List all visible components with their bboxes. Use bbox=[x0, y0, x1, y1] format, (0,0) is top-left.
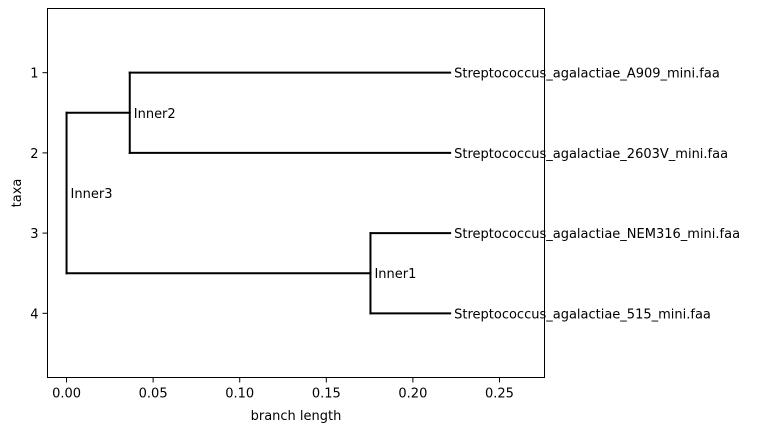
leaf-label-leaf1: Streptococcus_agalactiae_A909_mini.faa bbox=[454, 67, 720, 82]
x-tick-label: 0.10 bbox=[225, 387, 254, 402]
node-label-inner3: Inner3 bbox=[71, 187, 113, 202]
leaf-label-leaf3: Streptococcus_agalactiae_NEM316_mini.faa bbox=[454, 227, 740, 242]
branches bbox=[65, 71, 452, 315]
plot-frame bbox=[47, 8, 545, 378]
x-axis-label: branch length bbox=[251, 409, 342, 424]
y-tick-label: 2 bbox=[30, 147, 38, 162]
leaf-label-leaf4: Streptococcus_agalactiae_515_mini.faa bbox=[454, 307, 711, 322]
node-label-inner1: Inner1 bbox=[374, 267, 416, 282]
x-tick-label: 0.15 bbox=[312, 387, 341, 402]
x-tick-label: 0.25 bbox=[485, 387, 514, 402]
x-tick-label: 0.20 bbox=[398, 387, 427, 402]
node-label-inner2: Inner2 bbox=[134, 107, 176, 122]
y-axis-ticks: 1 2 3 4 bbox=[30, 67, 48, 322]
x-axis-ticks: 0.00 0.05 0.10 0.15 0.20 0.25 bbox=[52, 377, 514, 402]
x-tick-label: 0.00 bbox=[52, 387, 81, 402]
leaf-label-leaf2: Streptococcus_agalactiae_2603V_mini.faa bbox=[454, 147, 728, 162]
y-axis-label: taxa bbox=[10, 179, 25, 208]
y-tick-label: 3 bbox=[30, 227, 38, 242]
y-tick-label: 4 bbox=[30, 307, 38, 322]
y-tick-label: 1 bbox=[30, 67, 38, 82]
node-labels: Inner3 Inner2 Inner1 Streptococcus_agala… bbox=[71, 67, 741, 323]
x-tick-label: 0.05 bbox=[139, 387, 168, 402]
